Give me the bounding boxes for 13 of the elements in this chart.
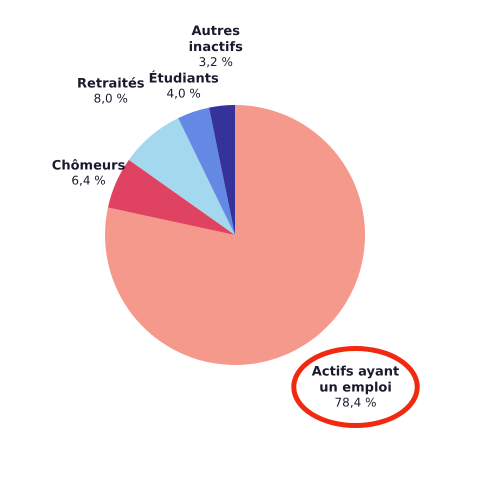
data-label: 3,2 %	[198, 54, 233, 69]
data-label: 8,0 %	[94, 92, 128, 106]
slice-label: Actifs ayant un emploi	[312, 364, 400, 396]
pie-slice	[128, 118, 235, 235]
data-label: 6,4 %	[71, 174, 106, 188]
data-label: 78,4 %	[334, 395, 376, 410]
pie-slice	[209, 105, 235, 235]
slice-label: Autres inactifs	[188, 24, 244, 55]
pie-slice	[178, 108, 235, 235]
data-label: 4,0 %	[166, 86, 201, 100]
slice-label: Étudiants	[148, 69, 219, 86]
slice-label: Retraités	[77, 76, 145, 92]
slice-label: Chômeurs	[52, 158, 126, 174]
